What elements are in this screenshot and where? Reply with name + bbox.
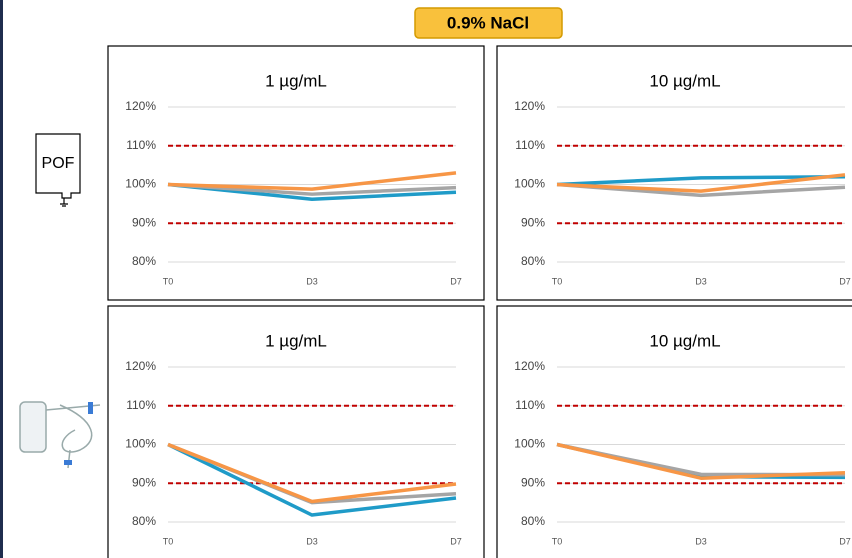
x-tick-label: D7 bbox=[839, 536, 851, 546]
x-tick-label: D3 bbox=[306, 536, 318, 546]
chart-title: 10 µg/mL bbox=[649, 331, 720, 350]
y-tick-label: 100% bbox=[514, 437, 545, 451]
x-tick-label: D7 bbox=[450, 536, 462, 546]
x-tick-label: D7 bbox=[839, 276, 851, 286]
left-edge bbox=[0, 0, 3, 558]
x-tick-label: D3 bbox=[306, 276, 318, 286]
y-tick-label: 90% bbox=[132, 215, 156, 229]
x-tick-label: T0 bbox=[163, 536, 174, 546]
header: 0.9% NaCl bbox=[447, 13, 529, 32]
row-label: POF bbox=[42, 155, 75, 172]
y-tick-label: 110% bbox=[515, 398, 545, 412]
y-tick-label: 120% bbox=[125, 359, 156, 373]
chart-title: 1 µg/mL bbox=[265, 71, 327, 90]
x-tick-label: T0 bbox=[552, 536, 563, 546]
y-tick-label: 110% bbox=[126, 138, 156, 152]
y-tick-label: 100% bbox=[514, 177, 545, 191]
y-tick-label: 90% bbox=[521, 475, 545, 489]
pof-bag-icon: POF bbox=[36, 134, 80, 206]
y-tick-label: 80% bbox=[521, 514, 545, 528]
x-tick-label: D3 bbox=[695, 276, 707, 286]
y-tick-label: 100% bbox=[125, 437, 156, 451]
y-tick-label: 120% bbox=[125, 99, 156, 113]
y-tick-label: 90% bbox=[132, 475, 156, 489]
x-tick-label: T0 bbox=[163, 276, 174, 286]
chart-title: 10 µg/mL bbox=[649, 71, 720, 90]
y-tick-label: 110% bbox=[515, 138, 545, 152]
y-tick-label: 120% bbox=[514, 359, 545, 373]
y-tick-label: 90% bbox=[521, 215, 545, 229]
x-tick-label: D7 bbox=[450, 276, 462, 286]
page: {"header": "0.9% NaCl", "row_labels": ["… bbox=[0, 0, 852, 558]
y-tick-label: 120% bbox=[514, 99, 545, 113]
iv-bag-icon bbox=[20, 402, 100, 468]
y-tick-label: 110% bbox=[126, 398, 156, 412]
y-tick-label: 100% bbox=[125, 177, 156, 191]
y-tick-label: 80% bbox=[521, 254, 545, 268]
x-tick-label: T0 bbox=[552, 276, 563, 286]
y-tick-label: 80% bbox=[132, 254, 156, 268]
y-tick-label: 80% bbox=[132, 514, 156, 528]
x-tick-label: D3 bbox=[695, 536, 707, 546]
chart-title: 1 µg/mL bbox=[265, 331, 327, 350]
figure: 0.9% NaCl POF 1 µg/mL 80% 90% 100% 110% 120% T… bbox=[0, 0, 852, 558]
